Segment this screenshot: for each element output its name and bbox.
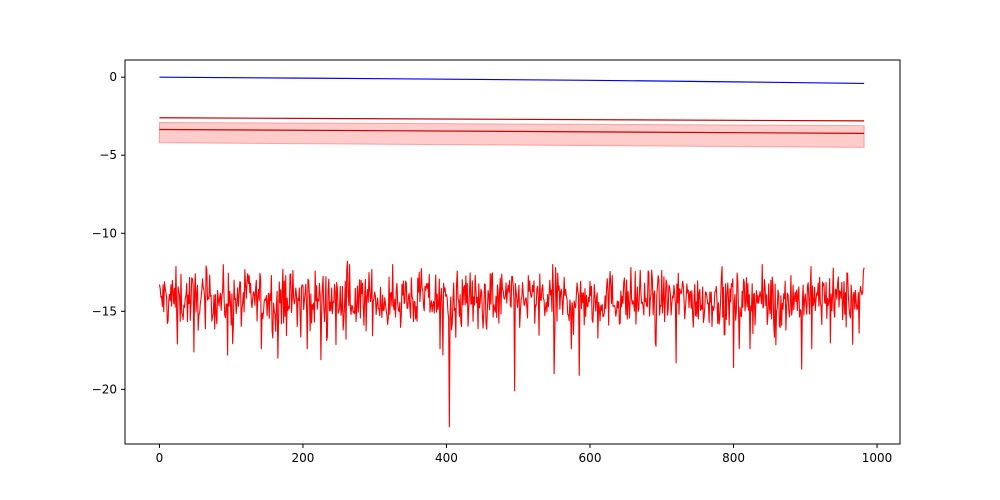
- x-tick-label: 600: [579, 451, 602, 465]
- x-tick-label: 800: [722, 451, 745, 465]
- series-3-line: [159, 128, 865, 134]
- x-tick-label: 400: [435, 451, 458, 465]
- plot-frame: [124, 59, 901, 445]
- series-1-line: [159, 117, 865, 122]
- x-axis: 0 200 400 600 800 1000: [156, 444, 893, 465]
- y-axis: 0 −5 −10 −15 −20: [92, 70, 125, 396]
- plot-area: [158, 76, 865, 428]
- y-tick-label: 0: [109, 70, 117, 84]
- x-tick-label: 1000: [862, 451, 893, 465]
- x-tick-label: 0: [156, 451, 164, 465]
- series-4-line: [158, 260, 865, 428]
- y-tick-label: −15: [92, 304, 117, 318]
- x-tick-label: 200: [292, 451, 315, 465]
- y-tick-label: −20: [92, 382, 117, 396]
- series-2-band: [158, 121, 865, 148]
- series-0-line: [159, 76, 865, 85]
- y-tick-label: −10: [92, 226, 117, 240]
- y-tick-label: −5: [99, 148, 117, 162]
